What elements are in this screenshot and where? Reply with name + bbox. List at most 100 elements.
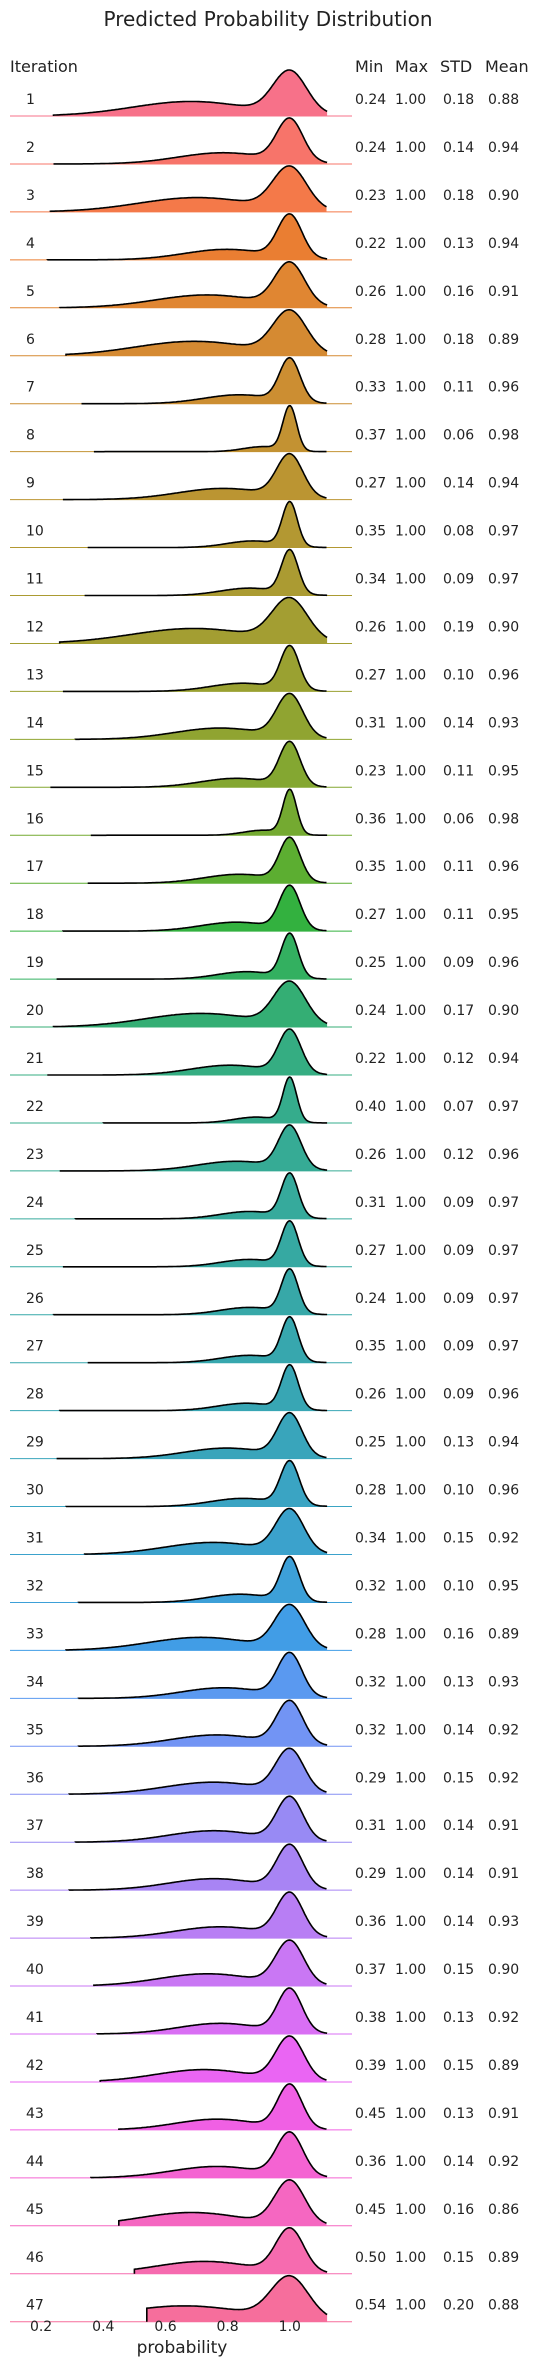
row-max-value: 1.00 (395, 92, 426, 108)
row-mean-value: 0.97 (488, 1195, 519, 1211)
row-mean-value: 0.95 (488, 907, 519, 923)
row-min-value: 0.33 (355, 380, 386, 396)
ridge-outline (87, 836, 327, 884)
row-std-value: 0.08 (443, 524, 474, 540)
row-min-value: 0.28 (355, 1626, 386, 1642)
row-iteration-label: 15 (26, 763, 44, 779)
row-iteration-label: 38 (26, 1866, 44, 1882)
row-mean-value: 0.96 (488, 955, 519, 971)
row-min-value: 0.26 (355, 1387, 386, 1403)
ridge-outline (74, 1795, 327, 1843)
row-max-value: 1.00 (395, 428, 426, 444)
ridge-area (47, 213, 328, 260)
ridge-area (87, 1316, 327, 1363)
row-std-value: 0.13 (443, 1674, 474, 1690)
ridge-outline (58, 596, 328, 644)
row-min-value: 0.24 (355, 140, 386, 156)
ridges-layer (10, 69, 352, 2323)
row-mean-value: 0.91 (488, 2106, 519, 2122)
row-mean-value: 0.97 (488, 572, 519, 588)
row-iteration-label: 32 (26, 1578, 44, 1594)
row-std-value: 0.13 (443, 2010, 474, 2026)
x-tick-label: 1.0 (279, 2319, 301, 2335)
row-mean-value: 0.95 (488, 1578, 519, 1594)
x-tick-label: 0.2 (30, 2319, 52, 2335)
row-std-value: 0.11 (443, 380, 474, 396)
row-iteration-label: 46 (26, 2250, 44, 2266)
row-min-value: 0.31 (355, 1818, 386, 1834)
row-max-value: 1.00 (395, 2298, 426, 2314)
row-iteration-label: 16 (26, 811, 44, 827)
row-max-value: 1.00 (395, 1626, 426, 1642)
ridge-outline (62, 884, 327, 932)
row-std-value: 0.13 (443, 236, 474, 252)
x-axis-label: probability (137, 2338, 228, 2358)
row-min-value: 0.29 (355, 1770, 386, 1786)
ridge-area (146, 2275, 328, 2322)
row-max-value: 1.00 (395, 1435, 426, 1451)
row-std-value: 0.13 (443, 1435, 474, 1451)
row-max-value: 1.00 (395, 2106, 426, 2122)
row-min-value: 0.31 (355, 1195, 386, 1211)
row-min-value: 0.36 (355, 1914, 386, 1930)
row-mean-value: 0.95 (488, 763, 519, 779)
row-mean-value: 0.97 (488, 1339, 519, 1355)
column-header-min: Min (355, 57, 383, 76)
row-iteration-label: 12 (26, 619, 44, 635)
row-max-value: 1.00 (395, 1243, 426, 1259)
row-mean-value: 0.98 (488, 811, 519, 827)
row-min-value: 0.26 (355, 1147, 386, 1163)
row-max-value: 1.00 (395, 715, 426, 731)
row-iteration-label: 3 (26, 188, 35, 204)
ridge-outline (102, 1076, 328, 1124)
ridge-outline (53, 117, 328, 165)
row-max-value: 1.00 (395, 284, 426, 300)
ridge-outline (77, 1699, 328, 1747)
ridge-outline (74, 692, 327, 741)
ridge-outline (90, 2130, 328, 2179)
ridge-area (62, 453, 327, 500)
row-max-value: 1.00 (395, 140, 426, 156)
row-iteration-label: 18 (26, 907, 44, 923)
ridge-outline (77, 1651, 328, 1700)
row-max-value: 1.00 (395, 763, 426, 779)
row-std-value: 0.14 (443, 476, 474, 492)
row-mean-value: 0.98 (488, 428, 519, 444)
row-mean-value: 0.90 (488, 188, 519, 204)
row-std-value: 0.09 (443, 955, 474, 971)
ridge-area (66, 1604, 328, 1651)
row-min-value: 0.22 (355, 236, 386, 252)
row-mean-value: 0.94 (488, 476, 519, 492)
ridge-outline (46, 213, 328, 261)
ridge-outline (118, 2178, 327, 2226)
ridge-outline (77, 1555, 328, 1604)
ridge-area (53, 981, 328, 1028)
ridge-area (84, 549, 328, 596)
row-mean-value: 0.96 (488, 859, 519, 875)
row-min-value: 0.37 (355, 1962, 386, 1978)
ridge-outline (65, 1459, 328, 1508)
ridge-area (100, 2035, 327, 2082)
ridge-outline (59, 1124, 328, 1172)
ridge-area (118, 2083, 327, 2130)
row-min-value: 0.25 (355, 1435, 386, 1451)
row-iteration-label: 9 (26, 476, 35, 492)
row-iteration-label: 22 (26, 1099, 44, 1115)
row-iteration-label: 39 (26, 1914, 44, 1930)
row-iteration-label: 7 (26, 380, 35, 396)
row-max-value: 1.00 (395, 1818, 426, 1834)
ridge-outline (62, 644, 327, 693)
row-iteration-label: 30 (26, 1483, 44, 1499)
ridge-outline (146, 2274, 328, 2322)
row-std-value: 0.10 (443, 1483, 474, 1499)
row-iteration-label: 33 (26, 1626, 44, 1642)
ridge-outline (56, 932, 327, 980)
row-min-value: 0.27 (355, 667, 386, 683)
ridge-area (97, 1988, 328, 2034)
row-iteration-label: 20 (26, 1003, 44, 1019)
row-iteration-label: 40 (26, 1962, 44, 1978)
row-min-value: 0.36 (355, 811, 386, 827)
row-max-value: 1.00 (395, 1866, 426, 1882)
row-std-value: 0.14 (443, 1914, 474, 1930)
row-mean-value: 0.90 (488, 1962, 519, 1978)
